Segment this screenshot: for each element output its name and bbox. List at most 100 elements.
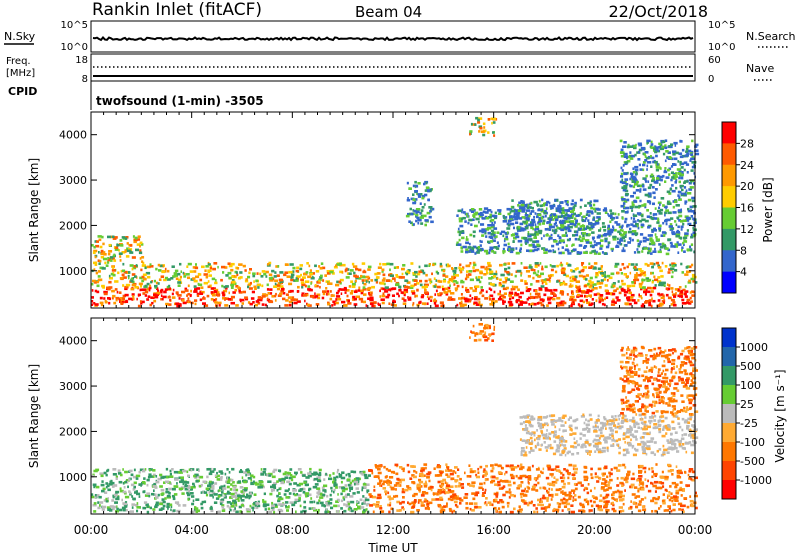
echo-cell: [368, 292, 371, 295]
echo-cell: [345, 289, 350, 292]
echo-cell: [588, 233, 591, 236]
echo-cell: [671, 189, 676, 193]
echo-cell: [344, 484, 348, 487]
echo-cell: [129, 469, 133, 473]
echo-cell: [590, 504, 594, 508]
echo-cell: [664, 167, 667, 170]
echo-cell: [690, 215, 694, 218]
echo-cell: [259, 484, 264, 487]
echo-cell: [348, 474, 351, 478]
echo-cell: [682, 241, 684, 245]
echo-cell: [691, 199, 696, 203]
echo-cell: [515, 247, 518, 250]
echo-cell: [530, 206, 533, 209]
echo-cell: [592, 249, 596, 253]
echo-cell: [108, 276, 113, 280]
echo-cell: [414, 295, 416, 298]
echo-cell: [568, 494, 573, 498]
echo-cell: [645, 300, 649, 303]
echo-cell: [396, 266, 399, 269]
echo-cell: [126, 480, 129, 484]
echo-cell: [179, 480, 183, 484]
echo-cell: [106, 286, 110, 290]
echo-cell: [677, 194, 680, 197]
echo-cell: [269, 300, 273, 303]
echo-cell: [691, 294, 696, 297]
echo-cell: [542, 215, 545, 219]
echo-cell: [584, 204, 587, 207]
echo-cell: [578, 228, 580, 231]
echo-cell: [105, 499, 109, 503]
echo-cell: [124, 287, 128, 291]
echo-cell: [93, 245, 96, 249]
echo-cell: [556, 207, 561, 211]
echo-cell: [252, 301, 255, 304]
echo-cell: [485, 503, 488, 507]
echo-cell: [626, 289, 631, 292]
echo-cell: [621, 498, 625, 501]
echo-cell: [252, 508, 254, 512]
echo-cell: [411, 474, 415, 477]
echo-cell: [687, 473, 690, 477]
echo-cell: [526, 298, 529, 301]
echo-cell: [299, 488, 304, 491]
echo-cell: [664, 180, 667, 183]
echo-cell: [420, 485, 423, 488]
echo-cell: [353, 303, 358, 306]
echo-cell: [150, 475, 154, 478]
echo-cell: [459, 502, 462, 505]
echo-cell: [484, 231, 487, 235]
echo-cell: [234, 288, 238, 292]
echo-cell: [230, 478, 234, 482]
echo-cell: [187, 486, 191, 490]
echo-cell: [468, 250, 471, 253]
echo-cell: [645, 156, 650, 160]
echo-cell: [258, 298, 263, 302]
echo-cell: [603, 278, 607, 281]
echo-cell: [517, 239, 523, 243]
echo-cell: [677, 251, 680, 254]
echo-cell: [433, 467, 436, 470]
echo-cell: [517, 211, 521, 215]
echo-cell: [662, 493, 665, 496]
echo-cell: [572, 214, 574, 218]
echo-cell: [273, 503, 278, 507]
echo-cell: [241, 302, 244, 305]
echo-cell: [405, 214, 410, 218]
echo-cell: [270, 485, 274, 489]
echo-cell: [166, 510, 169, 513]
echo-cell: [595, 299, 598, 302]
echo-cell: [186, 470, 189, 474]
echo-cell: [259, 272, 262, 276]
echo-cell: [107, 257, 112, 261]
echo-cell: [632, 167, 635, 170]
echo-cell: [593, 262, 598, 265]
echo-cell: [626, 198, 630, 202]
echo-cell: [589, 499, 593, 503]
echo-cell: [469, 262, 472, 265]
echo-cell: [286, 480, 291, 484]
echo-cell: [677, 502, 683, 506]
echo-cell: [115, 509, 119, 513]
echo-cell: [525, 212, 527, 215]
echo-cell: [683, 239, 686, 242]
echo-cell: [176, 482, 178, 485]
echo-cell: [664, 247, 669, 250]
echo-cell: [632, 214, 638, 217]
echo-cell: [221, 504, 225, 507]
echo-cell: [107, 252, 111, 256]
echo-cell: [439, 301, 444, 304]
echo-cell: [187, 262, 192, 266]
echo-cell: [99, 472, 104, 475]
echo-cell: [585, 217, 588, 220]
echo-cell: [217, 489, 220, 493]
echo-cell: [447, 497, 451, 501]
echo-cell: [537, 294, 540, 298]
echo-cell: [228, 471, 231, 474]
echo-cell: [606, 483, 610, 487]
echo-cell: [324, 274, 327, 277]
echo-cell: [686, 171, 689, 174]
echo-cell: [691, 478, 696, 482]
echo-cell: [416, 509, 420, 512]
echo-cell: [155, 293, 159, 296]
